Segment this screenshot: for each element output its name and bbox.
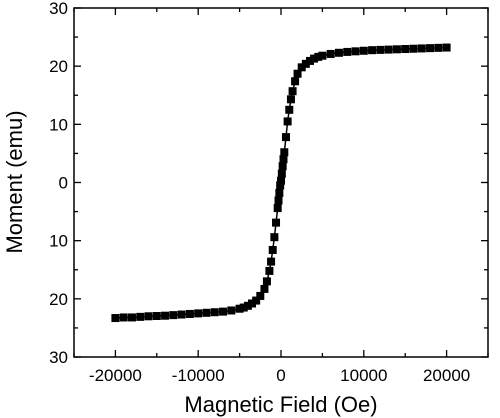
data-point [277,169,286,178]
data-point [277,176,285,185]
data-point [227,306,236,315]
data-point [136,312,145,321]
data-point [267,257,276,266]
data-point [274,196,283,205]
data-point [152,311,161,320]
data-point [409,44,418,53]
x-tick-label: 20000 [423,366,470,385]
x-tick-label: -20000 [89,366,142,385]
data-point [285,105,294,114]
data-point [351,47,360,56]
data-point [442,43,451,52]
y-tick-label: 0 [59,174,68,193]
data-point [272,218,281,227]
data-point [305,56,314,65]
data-point [376,45,385,54]
y-tick-label: 10 [49,115,68,134]
data-point [127,313,136,322]
x-tick-labels: -20000 -10000 0 10000 20000 [89,366,470,385]
data-point [119,313,128,322]
data-point [111,314,120,323]
data-point [252,296,261,305]
data-point [318,51,327,60]
data-point [276,181,285,190]
data-point [310,54,319,63]
y-axis-title: Moment (emu) [2,110,27,253]
y-tick-label: 10 [49,232,68,251]
axis-ticks [73,7,489,358]
data-point [161,311,170,320]
data-point [265,266,274,275]
data-point [279,155,288,164]
x-tick-label: -10000 [172,366,225,385]
data-point [219,307,228,316]
y-tick-label: 20 [49,57,68,76]
x-tick-label: 0 [276,366,285,385]
data-point [417,44,426,53]
data-point [288,87,297,96]
data-point [210,308,219,317]
x-axis-title: Magnetic Field (Oe) [184,392,377,417]
data-point [343,47,352,56]
data-point [194,309,203,318]
data-point [286,95,295,104]
data-point [235,304,244,313]
data-point [280,148,289,157]
data-point [256,291,265,300]
data-point [268,245,277,254]
data-point [177,310,186,319]
data-point [434,43,443,52]
data-point [291,77,300,86]
data-point [401,45,410,54]
data-point [297,63,306,72]
data-point [270,233,279,242]
data-point [239,303,248,312]
y-tick-label: 20 [49,290,68,309]
data-point [326,49,335,58]
y-tick-label: 30 [49,0,68,18]
data-point [301,59,310,68]
y-tick-label: 30 [49,348,68,367]
data-point [314,52,323,61]
data-point [334,48,343,57]
data-series [111,43,451,323]
data-point [283,117,292,126]
data-point [202,308,211,317]
data-point [384,45,393,54]
data-point [368,46,377,55]
data-point [262,277,271,286]
data-point [248,299,257,308]
data-point [185,309,194,318]
data-point [293,69,302,78]
data-point [169,311,178,320]
data-point [278,162,287,171]
data-point [243,301,252,310]
data-point [392,45,401,54]
data-point [260,284,269,293]
data-point [426,44,435,53]
y-tick-labels: 30 20 10 0 10 20 30 [49,0,68,367]
data-point [359,46,368,55]
x-tick-label: 10000 [340,366,387,385]
data-point [144,312,153,321]
data-point [275,188,284,197]
data-point [281,133,290,142]
data-point [273,204,282,213]
